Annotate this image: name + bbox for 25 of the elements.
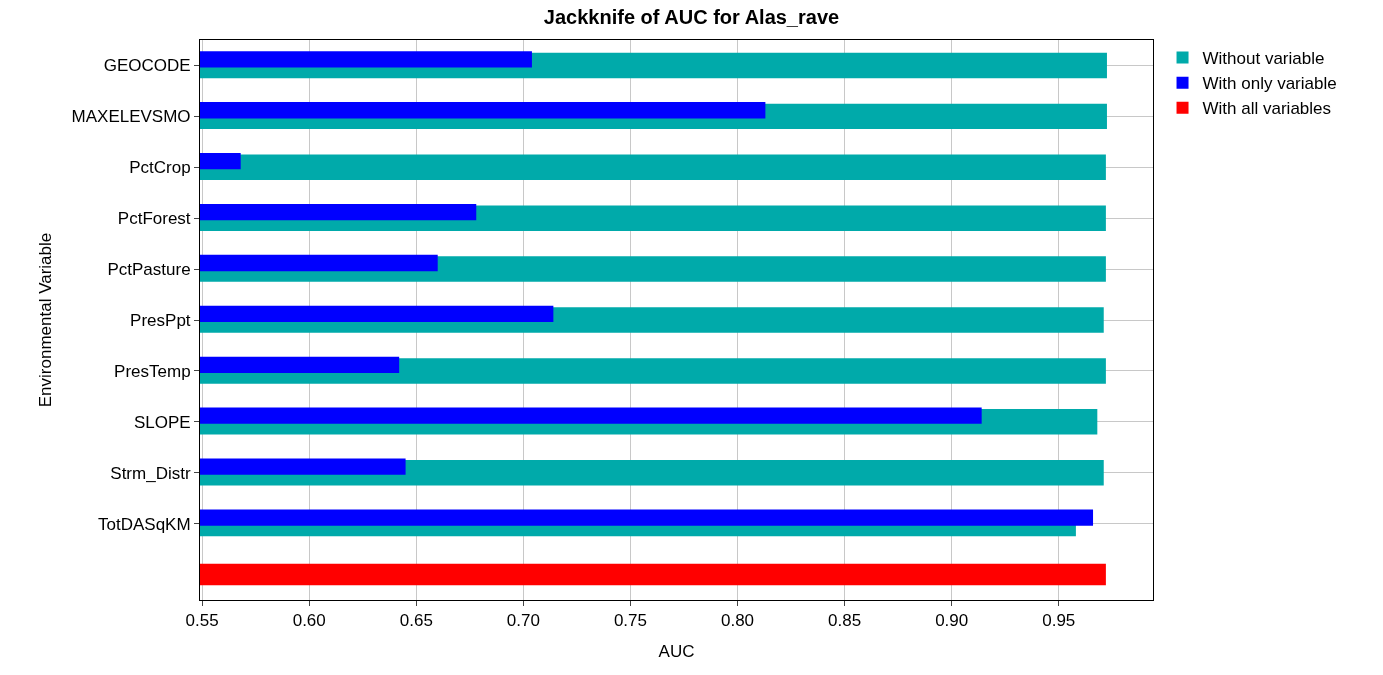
- x-tick-label: 0.90: [935, 611, 969, 631]
- legend-label: Without variable: [1202, 49, 1325, 69]
- y-axis-title: Environmental Variable: [36, 232, 56, 408]
- y-tick-label: PctCrop: [129, 158, 191, 178]
- x-tick-label: 0.95: [1042, 611, 1076, 631]
- y-tick-label: PctForest: [117, 209, 191, 229]
- chart-title: Jackknife of AUC for Alas_rave: [543, 6, 840, 29]
- y-tick-label: MAXELEVSMO: [71, 107, 191, 127]
- x-tick-label: 0.65: [399, 611, 433, 631]
- x-tick-label: 0.80: [720, 611, 755, 631]
- y-tick-label: GEOCODE: [103, 56, 191, 76]
- x-tick-label: 0.60: [292, 611, 326, 631]
- legend-label: With only variable: [1202, 74, 1337, 94]
- x-axis-title: AUC: [658, 641, 695, 661]
- x-tick-label: 0.85: [828, 611, 862, 631]
- legend-label: With all variables: [1202, 99, 1332, 119]
- x-tick-label: 0.75: [613, 611, 648, 631]
- x-tick-label: 0.70: [506, 611, 540, 631]
- y-tick-label: Strm_Distr: [110, 463, 191, 483]
- x-tick-label: 0.55: [185, 611, 219, 631]
- y-tick-label: PresTemp: [114, 361, 191, 381]
- y-tick-label: PctPasture: [107, 260, 191, 280]
- y-tick-label: SLOPE: [133, 412, 191, 432]
- y-tick-label: TotDASqKM: [98, 514, 191, 534]
- y-tick-label: PresPpt: [130, 310, 191, 330]
